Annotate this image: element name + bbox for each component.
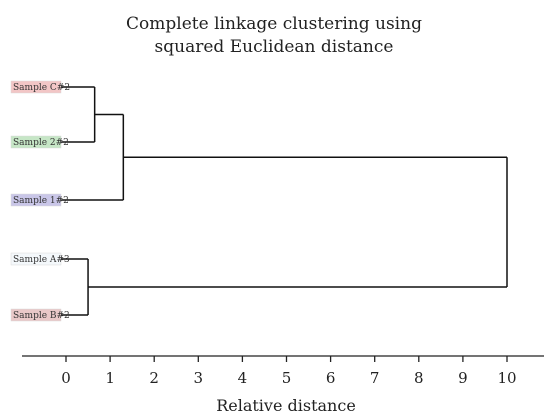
x-tick-label: 6 <box>326 369 336 387</box>
leaf-one: Sample 1#2 <box>10 193 69 207</box>
leaf-label-background <box>10 308 62 322</box>
leaf-label-background <box>10 135 62 149</box>
leaf-labels: Sample C#2 Sample 2#2 Sample 1#2 Sample A#3… <box>10 80 70 322</box>
leaf-label-text: Sample 1#2 <box>13 196 69 206</box>
leaf-label-background <box>10 193 62 207</box>
x-tick-label: 0 <box>61 369 71 387</box>
leaf-label-text: Sample B#2 <box>13 311 70 321</box>
chart-title: Complete linkage clustering using square… <box>126 14 422 57</box>
leaf-c: Sample C#2 <box>10 80 70 94</box>
leaf-label-text: Sample A#3 <box>13 255 70 265</box>
x-tick-label: 2 <box>149 369 159 387</box>
merge-link-m4 <box>88 156 508 288</box>
leaf-label-text: Sample C#2 <box>13 83 70 93</box>
merge-link-m2 <box>61 113 125 201</box>
x-tick-label: 9 <box>458 369 468 387</box>
leaf-a: Sample A#3 <box>10 252 70 266</box>
x-axis: 0 1 2 3 4 5 6 7 8 9 10 <box>22 355 544 387</box>
chart-title-line-2: squared Euclidean distance <box>155 37 394 57</box>
x-tick-label: 1 <box>105 369 115 387</box>
x-tick-label: 10 <box>497 369 516 387</box>
leaf-b: Sample B#2 <box>10 308 70 322</box>
x-tick-label: 8 <box>414 369 424 387</box>
leaf-label-background <box>10 252 62 266</box>
x-tick-label: 7 <box>370 369 380 387</box>
chart-title-line-1: Complete linkage clustering using <box>126 14 422 34</box>
x-tick-label: 4 <box>238 369 248 387</box>
merge-link-m3 <box>61 258 89 316</box>
merge-link-m1 <box>61 86 96 143</box>
leaf-label-background <box>10 80 62 94</box>
x-tick-label: 5 <box>282 369 292 387</box>
x-axis-label: Relative distance <box>216 396 356 415</box>
leaf-two: Sample 2#2 <box>10 135 69 149</box>
leaf-label-text: Sample 2#2 <box>13 138 69 148</box>
x-tick-label: 3 <box>194 369 204 387</box>
dendrogram-links <box>61 86 508 316</box>
